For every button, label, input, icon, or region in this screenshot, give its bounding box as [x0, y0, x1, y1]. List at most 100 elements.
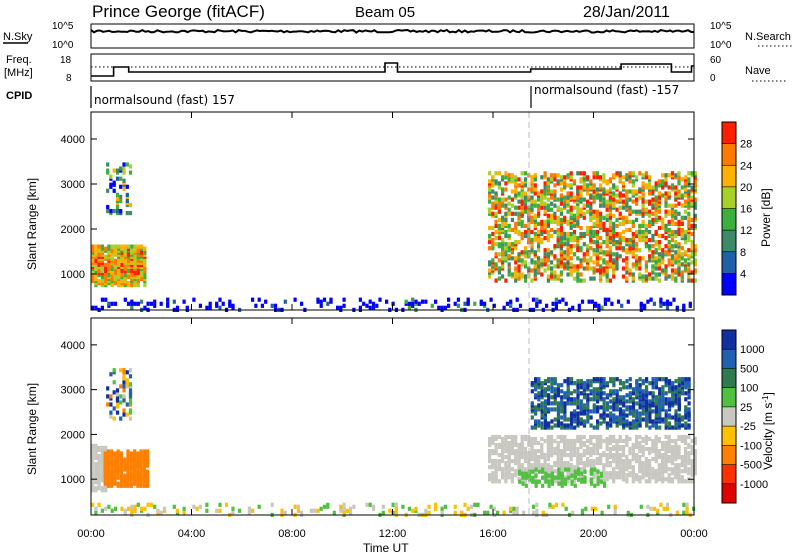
cell — [667, 191, 671, 196]
cell — [365, 303, 369, 308]
cell — [576, 467, 581, 472]
cell — [488, 207, 492, 212]
cell — [517, 477, 521, 482]
cell — [546, 434, 550, 440]
cell — [671, 425, 675, 430]
cell — [648, 459, 652, 464]
cell — [533, 471, 537, 476]
cell — [569, 231, 573, 237]
cell — [125, 184, 129, 189]
cell — [667, 185, 671, 190]
cell — [657, 449, 661, 454]
cell — [589, 434, 593, 440]
cell — [621, 438, 626, 444]
cell — [693, 440, 697, 446]
cell — [625, 201, 629, 206]
cell — [559, 457, 563, 462]
cell — [491, 449, 495, 454]
cell — [638, 377, 642, 382]
cell — [113, 451, 117, 456]
cell — [556, 415, 560, 420]
cell — [453, 301, 457, 306]
cell — [625, 461, 629, 466]
cell — [639, 301, 643, 306]
cell — [316, 297, 320, 302]
cell — [657, 266, 661, 271]
cell — [576, 379, 580, 384]
cell — [110, 248, 114, 253]
cell — [270, 303, 274, 308]
cell — [687, 223, 691, 228]
cell — [491, 183, 495, 188]
cell — [645, 393, 649, 398]
cell — [638, 187, 642, 192]
cell — [610, 301, 614, 306]
cell — [537, 449, 541, 454]
cell — [515, 297, 519, 302]
cell — [651, 467, 655, 472]
cell — [576, 246, 580, 251]
cell — [658, 391, 662, 396]
colorbar-swatch — [722, 230, 736, 252]
cell — [129, 451, 133, 456]
cell — [693, 449, 697, 454]
cell — [540, 425, 544, 430]
cell — [296, 504, 300, 509]
cell — [120, 278, 124, 284]
cell — [589, 389, 593, 394]
cell — [109, 209, 113, 214]
cell — [566, 446, 570, 452]
cell — [618, 453, 622, 458]
cell — [589, 205, 593, 210]
cell — [543, 393, 547, 398]
cell — [113, 244, 118, 249]
cell — [572, 465, 577, 470]
cell — [635, 438, 639, 444]
cell — [563, 475, 567, 480]
cell — [605, 244, 609, 249]
cell — [109, 402, 113, 407]
cell — [615, 207, 619, 212]
cell — [677, 171, 681, 176]
cell — [368, 299, 372, 304]
cell — [608, 215, 612, 220]
cell — [648, 238, 652, 243]
cell — [612, 467, 616, 472]
cell — [602, 201, 606, 206]
cell — [589, 225, 593, 231]
y-tick-label: 3000 — [61, 385, 85, 397]
cell — [576, 278, 580, 283]
cell — [576, 215, 580, 220]
cell — [553, 451, 557, 456]
cell — [175, 305, 180, 310]
cell — [434, 502, 438, 507]
cell — [635, 401, 639, 406]
cell — [684, 421, 688, 426]
cell — [556, 242, 560, 247]
cell — [497, 479, 501, 484]
cell — [579, 262, 583, 267]
cell — [507, 233, 511, 239]
cell — [120, 246, 124, 251]
cell — [579, 453, 583, 458]
cell — [670, 244, 675, 249]
cell — [579, 403, 583, 408]
cell — [602, 227, 606, 233]
cell — [582, 453, 586, 458]
cell — [677, 473, 681, 478]
cell — [94, 305, 98, 310]
cell — [550, 233, 554, 239]
cell — [504, 197, 508, 202]
cell — [106, 481, 110, 486]
cell — [113, 274, 118, 280]
cell — [553, 219, 557, 224]
cell — [504, 203, 508, 208]
cell — [667, 219, 671, 224]
cell — [690, 231, 694, 237]
cell — [613, 504, 617, 509]
cell — [651, 381, 655, 386]
cell — [693, 278, 697, 283]
y-tick-label: 1000 — [61, 474, 85, 486]
cell — [106, 188, 110, 193]
cell — [97, 453, 101, 459]
